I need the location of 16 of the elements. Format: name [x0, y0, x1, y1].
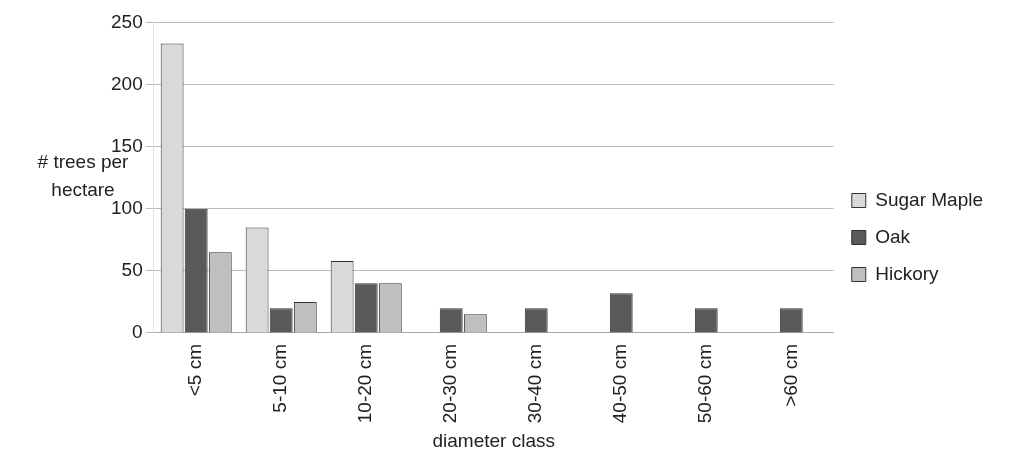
y-tick-label: 0 [132, 321, 143, 343]
y-tick-label: 250 [111, 10, 143, 32]
x-axis-title: diameter class [432, 429, 555, 451]
x-tick-label: 20-30 cm [439, 344, 461, 424]
x-tick-label: 30-40 cm [524, 344, 546, 424]
legend-label: Oak [875, 225, 911, 247]
x-tick-label: 40-50 cm [609, 344, 631, 424]
legend-label: Sugar Maple [875, 188, 984, 210]
x-tick-label: 50-60 cm [694, 344, 716, 424]
x-tick-label: <5 cm [184, 344, 206, 397]
x-tick-label: 10-20 cm [354, 344, 376, 424]
x-tick-label: >60 cm [779, 344, 801, 407]
legend-label: Hickory [875, 262, 940, 284]
y-tick-label: 50 [121, 259, 143, 281]
x-tick-label: 5-10 cm [269, 344, 291, 413]
y-tick-label: 200 [111, 72, 143, 94]
